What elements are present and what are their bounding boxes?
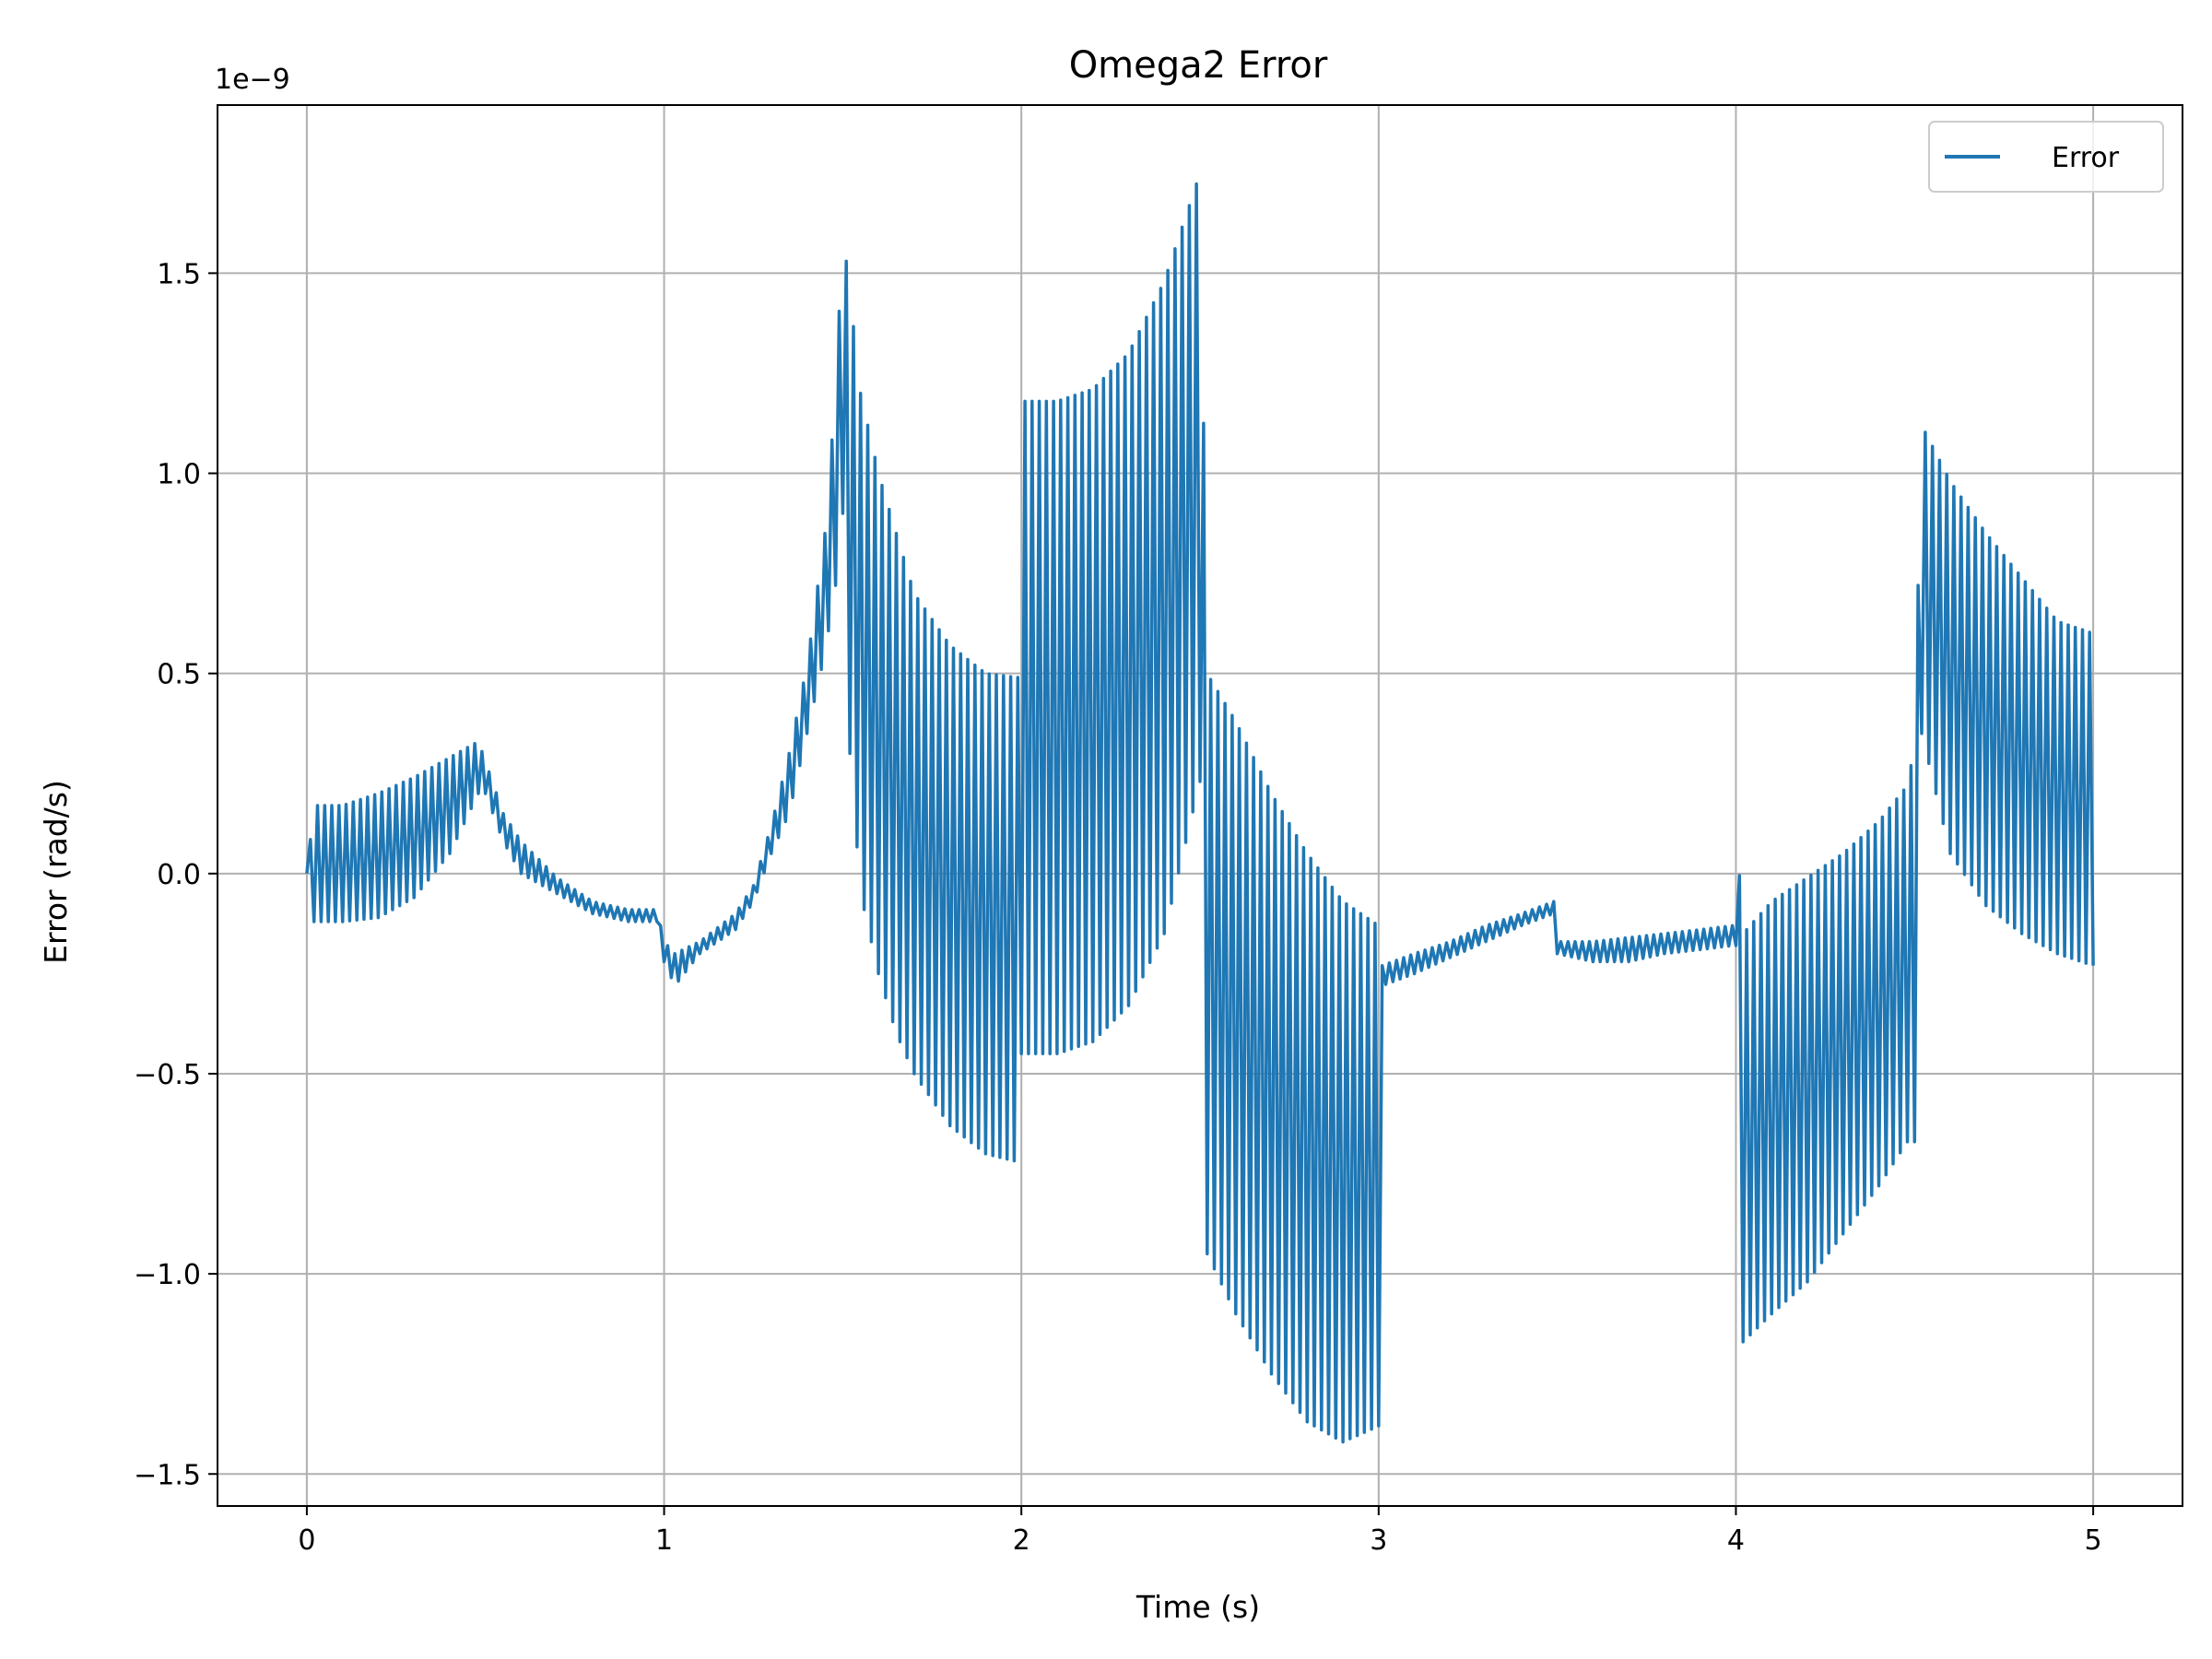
x-tick-label-0: 0 xyxy=(298,1524,315,1557)
x-axis-label: Time (s) xyxy=(1135,1589,1260,1625)
y-tick-label-3: 0.0 xyxy=(157,859,201,891)
legend-label-error: Error xyxy=(2052,142,2120,174)
x-axis: 0 1 2 3 4 5 xyxy=(298,1506,2102,1557)
y-tick-label-0: −1.5 xyxy=(134,1459,201,1491)
x-tick-label-5: 5 xyxy=(2085,1524,2102,1557)
y-axis: −1.5 −1.0 −0.5 0.0 0.5 1.0 1.5 xyxy=(134,258,218,1491)
data-layer xyxy=(305,182,2095,1444)
x-tick-label-1: 1 xyxy=(655,1524,673,1557)
legend-box xyxy=(1928,121,2164,193)
y-tick-label-5: 1.0 xyxy=(157,459,201,491)
y-tick-label-6: 1.5 xyxy=(157,258,201,290)
x-tick-label-4: 4 xyxy=(1727,1524,1745,1557)
x-tick-label-3: 3 xyxy=(1370,1524,1387,1557)
y-axis-offset-text: 1e−9 xyxy=(215,64,290,96)
y-tick-label-2: −0.5 xyxy=(134,1059,201,1091)
x-tick-label-2: 2 xyxy=(1013,1524,1030,1557)
chart-title: Omega2 Error xyxy=(1069,44,1328,87)
y-tick-label-1: −1.0 xyxy=(134,1259,201,1291)
series-line-error xyxy=(305,182,2095,1444)
plot-frame xyxy=(217,104,2183,1507)
legend: Error xyxy=(1928,121,2164,193)
y-tick-label-4: 0.5 xyxy=(157,659,201,691)
y-axis-label: Error (rad/s) xyxy=(38,780,74,964)
